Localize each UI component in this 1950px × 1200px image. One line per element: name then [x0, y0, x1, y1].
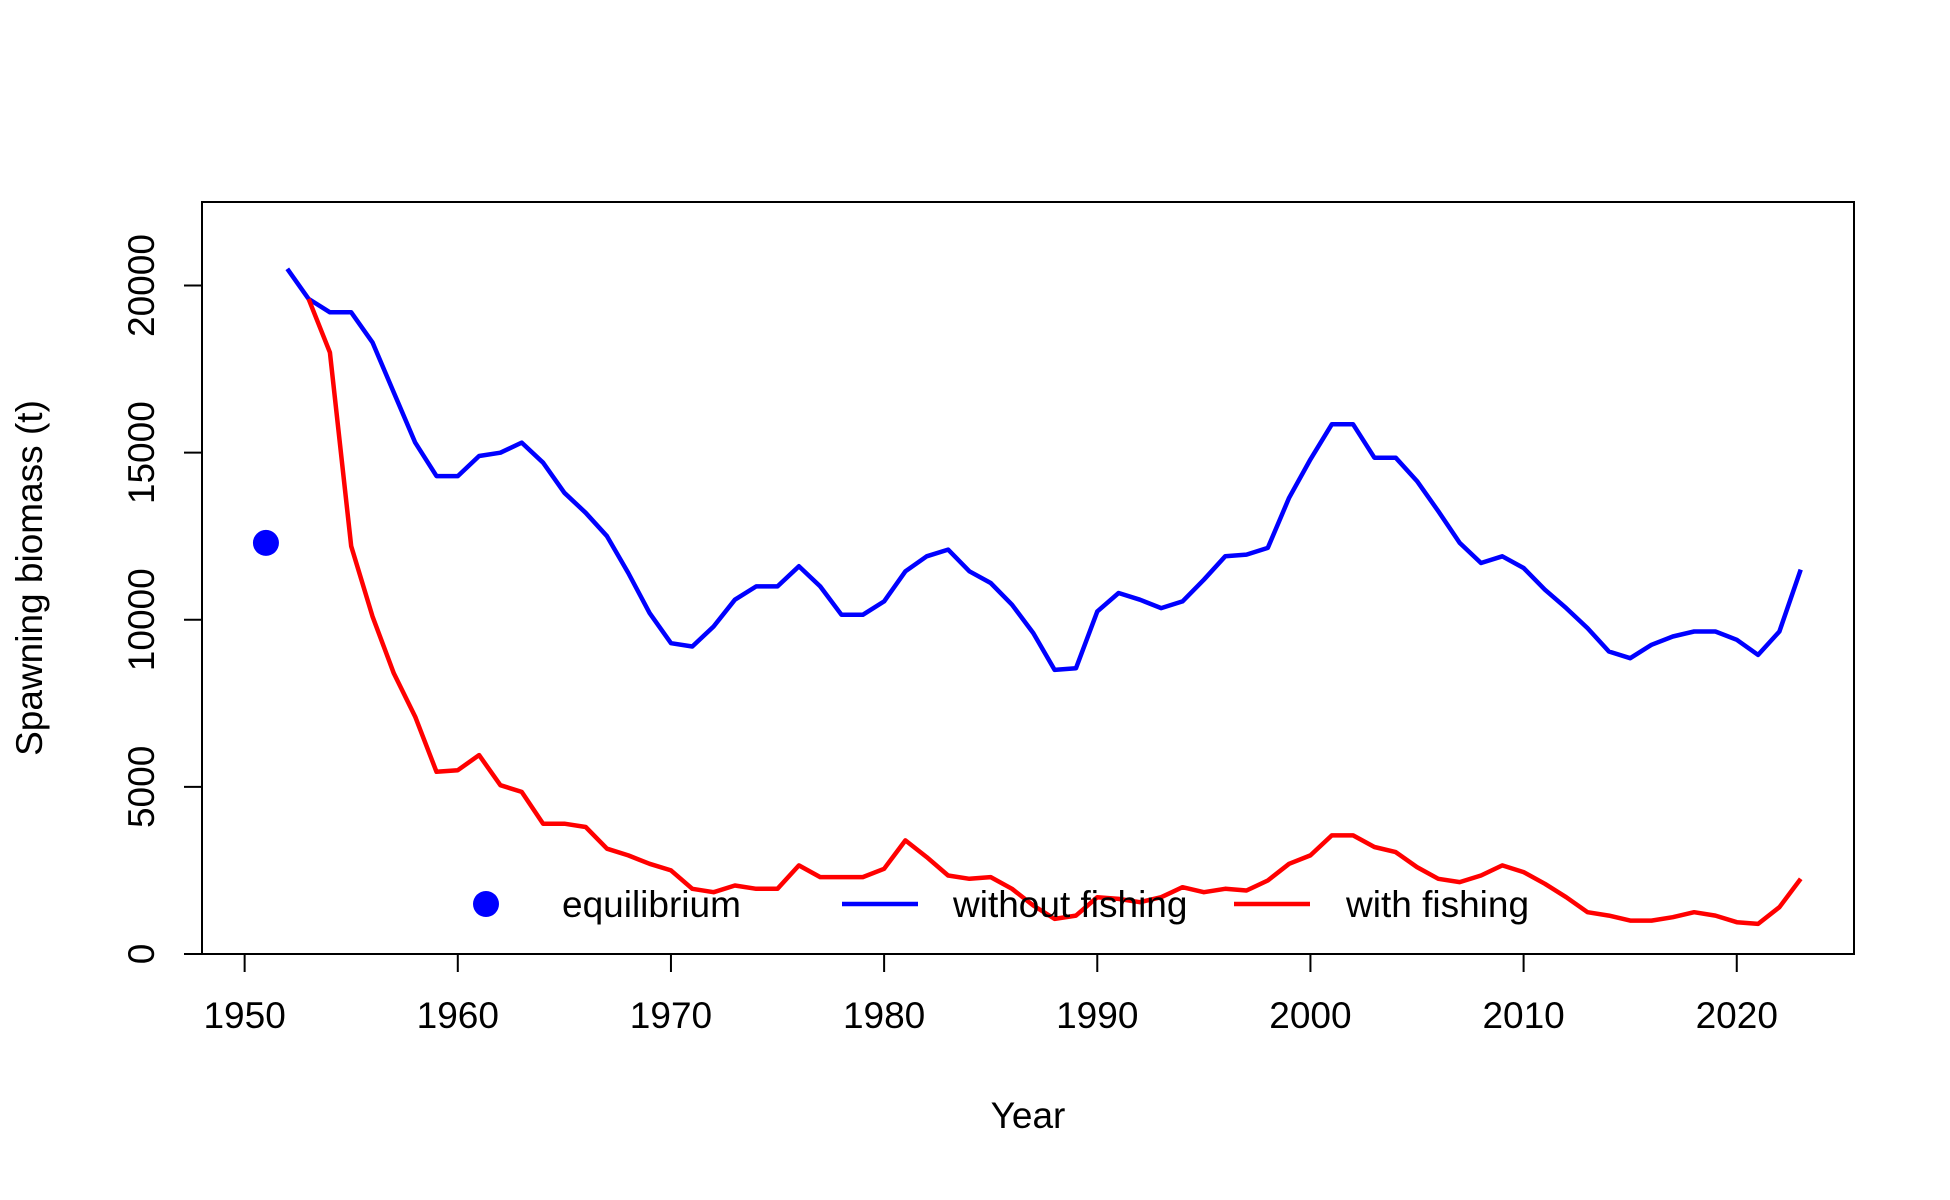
y-tick-label: 0 — [121, 944, 162, 965]
x-tick-label: 2010 — [1482, 995, 1564, 1036]
y-tick-label: 15000 — [121, 401, 162, 504]
legend: equilibrium without fishing with fishing — [473, 884, 1529, 925]
x-tick-label: 2000 — [1269, 995, 1351, 1036]
legend-label-without-fishing: without fishing — [952, 884, 1187, 925]
y-axis: 0 5000 10000 15000 20000 — [121, 234, 203, 965]
x-axis-title: Year — [991, 1095, 1066, 1136]
equilibrium-point — [252, 529, 279, 556]
x-tick-label: 1950 — [203, 995, 285, 1036]
series-layer — [252, 267, 1803, 927]
plot-frame — [201, 201, 1855, 955]
legend-label-equilibrium: equilibrium — [562, 884, 741, 925]
legend-key-equilibrium — [473, 891, 499, 917]
x-tick-label: 2020 — [1696, 995, 1778, 1036]
y-axis-title: Spawning biomass (t) — [9, 400, 50, 756]
y-tick-label: 10000 — [121, 568, 162, 671]
series-line-without-fishing — [285, 267, 1803, 673]
x-tick-label: 1990 — [1056, 995, 1138, 1036]
x-tick-label: 1960 — [417, 995, 499, 1036]
y-tick-label: 5000 — [121, 746, 162, 828]
series-line-with-fishing — [306, 298, 1803, 927]
x-axis: 1950 1960 1970 1980 1990 2000 2010 2020 — [203, 953, 1778, 1036]
x-tick-label: 1980 — [843, 995, 925, 1036]
legend-label-with-fishing: with fishing — [1345, 884, 1529, 925]
y-tick-label: 20000 — [121, 234, 162, 337]
x-tick-label: 1970 — [630, 995, 712, 1036]
